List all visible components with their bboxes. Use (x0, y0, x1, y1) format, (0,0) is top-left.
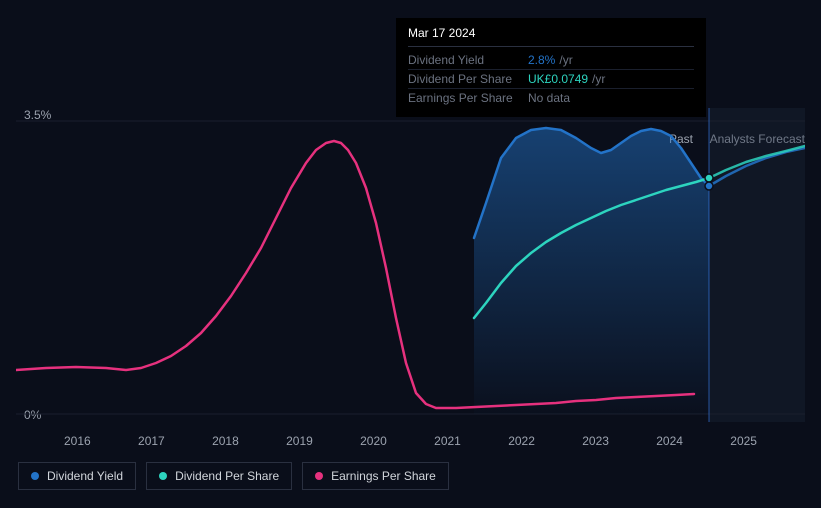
plot-area[interactable] (16, 108, 805, 422)
legend-item-label: Dividend Per Share (175, 469, 279, 483)
tooltip-row-label: Dividend Yield (408, 53, 528, 67)
tooltip-row-label: Earnings Per Share (408, 91, 528, 105)
legend-dot-icon (315, 472, 323, 480)
x-axis-tick: 2018 (212, 434, 239, 448)
x-axis: 2016 2017 2018 2019 2020 2021 2022 2023 2024 2025 (16, 434, 805, 448)
tooltip-row: Dividend Yield2.8% /yr (408, 51, 694, 70)
tooltip-row-value: No data (528, 91, 570, 105)
tooltip-row: Earnings Per ShareNo data (408, 89, 694, 107)
legend-item[interactable]: Dividend Per Share (146, 462, 292, 490)
tooltip-row-unit: /yr (592, 72, 605, 86)
x-axis-tick: 2017 (138, 434, 165, 448)
x-axis-tick: 2024 (656, 434, 683, 448)
tooltip-row-value: UK£0.0749 (528, 72, 588, 86)
x-axis-tick: 2021 (434, 434, 461, 448)
chart-legend: Dividend Yield Dividend Per Share Earnings… (18, 462, 449, 490)
legend-dot-icon (159, 472, 167, 480)
chart-tooltip: Mar 17 2024 Dividend Yield2.8%/yrDividen… (396, 18, 706, 117)
tooltip-row-label: Dividend Per Share (408, 72, 528, 86)
tooltip-date: Mar 17 2024 (408, 26, 694, 47)
legend-dot-icon (31, 472, 39, 480)
x-axis-tick: 2023 (582, 434, 609, 448)
x-axis-tick: 2022 (508, 434, 535, 448)
legend-item-label: Dividend Yield (47, 469, 123, 483)
legend-item[interactable]: Earnings Per Share (302, 462, 449, 490)
legend-item-label: Earnings Per Share (331, 469, 436, 483)
x-axis-tick: 2020 (360, 434, 387, 448)
tooltip-row-unit: /yr (559, 53, 572, 67)
x-axis-tick: 2016 (64, 434, 91, 448)
tooltip-row: Dividend Per ShareUK£0.0749/yr (408, 70, 694, 89)
x-axis-tick: 2019 (286, 434, 313, 448)
x-axis-tick: 2025 (730, 434, 757, 448)
dividend-chart: Mar 17 2024 Dividend Yield2.8%/yrDividen… (0, 0, 821, 508)
legend-item[interactable]: Dividend Yield (18, 462, 136, 490)
tooltip-row-value: 2.8% (528, 53, 555, 67)
